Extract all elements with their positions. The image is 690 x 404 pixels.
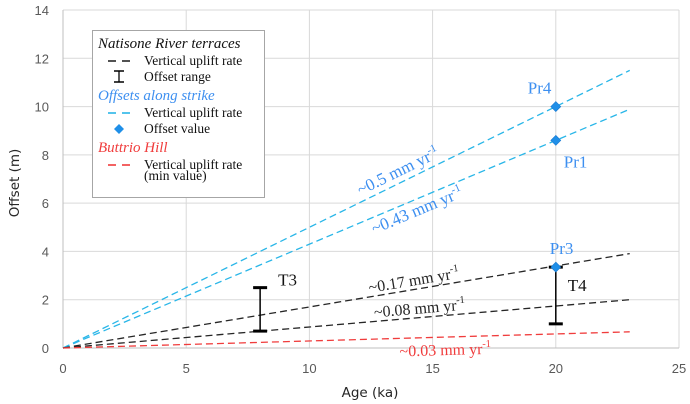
- legend-item-label-line2: (min value): [144, 168, 207, 183]
- legend-item-label: Offset value: [144, 121, 210, 136]
- x-tick-label: 15: [425, 361, 439, 376]
- x-tick-label: 20: [549, 361, 563, 376]
- rate-label-0: ~0.5 mm yr-1: [353, 142, 442, 199]
- offset-point-label: Pr3: [550, 239, 574, 258]
- x-tick-label: 10: [302, 361, 316, 376]
- y-tick-label: 0: [42, 341, 49, 356]
- rate-label-text: ~0.08 mm yr: [373, 297, 458, 321]
- rate-label-superscript: -1: [449, 182, 462, 197]
- legend-item-label: Vertical uplift rate: [144, 53, 242, 68]
- rate-label-text: ~0.17 mm yr: [367, 266, 452, 296]
- rate-label-1: ~0.43 mm yr-1: [368, 182, 465, 238]
- error-bar-T4: T4: [548, 265, 587, 326]
- rate-label-3: ~0.08 mm yr-1: [373, 295, 466, 322]
- legend-box: [92, 30, 265, 198]
- series-line-4: [62, 331, 630, 349]
- series-line-2: [62, 252, 630, 349]
- rate-label-superscript: -1: [482, 339, 491, 350]
- y-axis-title: Offset (m): [7, 149, 23, 218]
- legend-group-title: Buttrio Hill: [98, 140, 168, 156]
- error-bar-label: T3: [278, 271, 297, 290]
- offset-point-Pr4: [550, 101, 562, 112]
- uplift-rate-lines: [62, 69, 631, 349]
- rate-label-2: ~0.17 mm yr-1: [367, 263, 460, 297]
- offset-point-label: Pr1: [564, 152, 588, 171]
- x-axis-title: Age (ka): [342, 385, 399, 401]
- series-line-3: [62, 299, 630, 349]
- y-tick-label: 12: [35, 51, 49, 66]
- y-tick-label: 8: [42, 148, 49, 163]
- rate-label-text: ~0.43 mm yr: [368, 186, 457, 238]
- offset-point-Pr1: [550, 134, 562, 146]
- y-tick-label: 4: [42, 244, 49, 259]
- rate-label-text: ~0.03 mm yr: [399, 341, 483, 360]
- rate-label-superscript: -1: [456, 295, 466, 307]
- legend-diamond-icon: [114, 124, 124, 134]
- tick-labels: 0 2 4 6 8 10 12 14 0 5 10 15 20 25: [35, 3, 687, 376]
- axes: [62, 10, 679, 349]
- y-tick-label: 6: [42, 196, 49, 211]
- y-tick-label: 14: [35, 3, 49, 18]
- rate-label-superscript: -1: [449, 263, 459, 275]
- x-tick-label: 0: [59, 361, 66, 376]
- legend-item-label: Vertical uplift rate: [144, 105, 242, 120]
- y-tick-label: 2: [42, 293, 49, 308]
- rate-label-4: ~0.03 mm yr-1: [399, 339, 491, 361]
- legend-item-label: Vertical uplift rate: [144, 157, 242, 172]
- series-line-0: [62, 69, 631, 349]
- error-bar-label: T4: [568, 276, 587, 295]
- error-bars: T3 T4: [253, 265, 587, 333]
- legend-group-title: Offsets along strike: [98, 88, 215, 104]
- offset-point-label: Pr4: [528, 79, 552, 98]
- x-tick-label: 25: [672, 361, 686, 376]
- legend-group-title: Natisone River terraces: [97, 36, 241, 52]
- offset-point-Pr3: [550, 261, 562, 273]
- series-line-1: [62, 108, 630, 349]
- error-bar-T3: T3: [253, 271, 297, 333]
- y-tick-label: 10: [35, 100, 49, 115]
- x-tick-label: 5: [183, 361, 190, 376]
- offset-points: Pr4 Pr1 Pr3: [528, 79, 588, 273]
- legend-item-label: Offset range: [144, 69, 211, 84]
